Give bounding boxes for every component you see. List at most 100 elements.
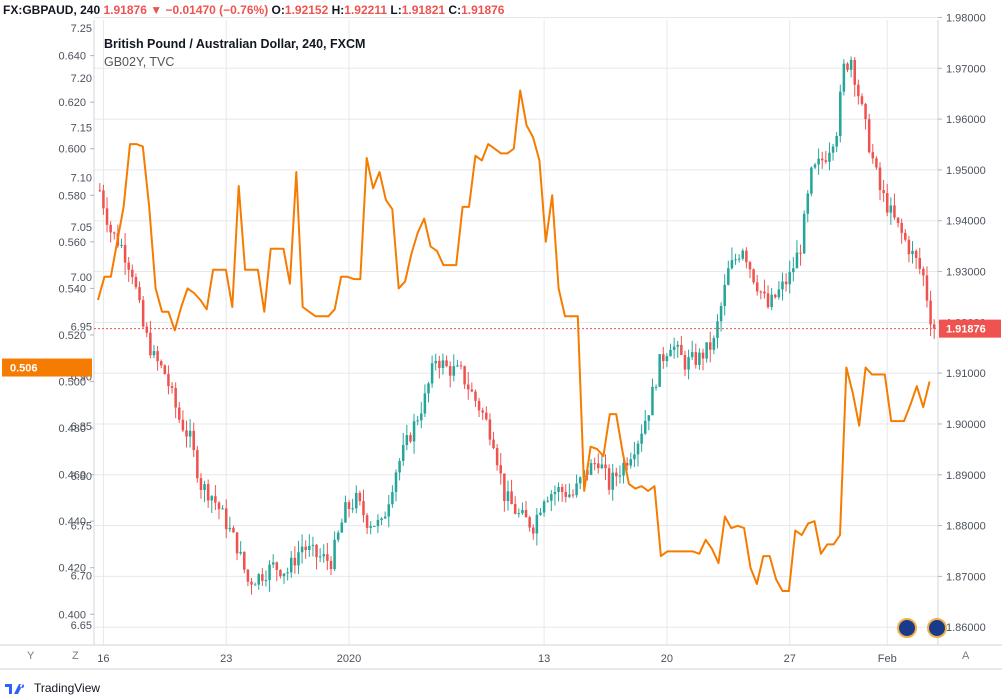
candle-body (889, 205, 893, 213)
left-tick-label: 0.620 (58, 97, 86, 109)
left-tick-label: 0.640 (58, 51, 86, 63)
candle-body (878, 167, 882, 191)
candle-body (365, 515, 369, 528)
candle-body (308, 545, 311, 550)
y-axis-button[interactable]: Y (27, 650, 35, 662)
candle-body (773, 294, 777, 298)
candle-body (687, 357, 690, 370)
candle-body (329, 560, 333, 570)
candle-body (333, 539, 336, 570)
candle-body (156, 351, 159, 362)
brand-name: TradingView (34, 681, 101, 695)
candle-body (669, 349, 672, 357)
candle-body (683, 354, 687, 370)
candle-body (495, 448, 499, 466)
candle-body (748, 262, 752, 270)
last-price-tag-label: 1.91876 (946, 324, 986, 336)
left-y-axis[interactable]: 0.400 0.420 0.440 0.460 0.480 0.500 0.520 0.540… (58, 23, 94, 632)
candle-body (485, 412, 488, 420)
candle-body (127, 262, 130, 270)
mid-scale-label: 7.25 (71, 23, 92, 35)
candle-body (564, 491, 568, 497)
candle-body (853, 59, 856, 85)
candle-body (510, 491, 513, 505)
left-tick-label: 0.440 (58, 516, 86, 528)
candle-body (633, 454, 636, 460)
right-tick-label: 1.91000 (946, 368, 986, 380)
candle-body (643, 420, 647, 434)
candle-body (131, 269, 134, 278)
candle-body (860, 96, 864, 104)
candle-body (629, 459, 633, 466)
close-label: C: (448, 3, 462, 17)
candle-body (727, 268, 730, 285)
candle-body (712, 338, 716, 350)
candle-body (810, 167, 813, 194)
candle-body (557, 486, 560, 493)
auto-scale-button[interactable]: A (962, 650, 970, 662)
candle-body (849, 59, 853, 70)
candle-body (123, 245, 127, 263)
candle-body (394, 472, 398, 493)
candle-body (723, 284, 726, 307)
candle-body (174, 387, 177, 408)
overlay-value-tag (2, 358, 92, 377)
candle-body (813, 164, 817, 168)
candle-body (398, 460, 401, 473)
candle-body (680, 344, 683, 355)
uk-flag-icon[interactable] (927, 618, 947, 638)
candle-body (445, 360, 448, 367)
candle-body (705, 342, 708, 359)
candle-body (528, 517, 531, 528)
candle-body (311, 544, 315, 546)
candle-body (907, 239, 911, 255)
candle-body (282, 573, 286, 577)
mid-scale-label: 6.95 (71, 322, 92, 334)
candle-body (322, 554, 326, 557)
high-value: 1.92211 (344, 3, 388, 17)
candle-body (264, 580, 268, 582)
left-tick-label: 0.600 (58, 144, 86, 156)
mid-scale-label: 6.80 (71, 471, 92, 483)
z-axis-button[interactable]: Z (72, 650, 79, 662)
candle-body (246, 569, 250, 582)
candle-body (690, 352, 694, 358)
candle-body (615, 472, 618, 477)
candle-body (893, 205, 896, 218)
candle-body (134, 277, 138, 288)
candle-body (896, 217, 900, 223)
candle-body (354, 492, 358, 509)
time-axis[interactable]: 16 23 2020 13 20 27 Feb (97, 653, 896, 665)
candle-body (846, 63, 849, 70)
candle-body (904, 232, 907, 240)
candle-body (835, 136, 838, 147)
left-tick-label: 0.540 (58, 283, 86, 295)
candle-body (607, 468, 611, 490)
candle-body (196, 450, 199, 479)
candle-body (340, 522, 344, 533)
mid-scale-label: 6.85 (71, 421, 92, 433)
candle-body (181, 419, 185, 431)
candle-body (416, 420, 419, 422)
left-tick-label: 0.560 (58, 237, 86, 249)
candle-body (477, 400, 481, 411)
candle-body (730, 260, 734, 269)
candle-body (752, 269, 755, 283)
australia-flag-icon[interactable] (897, 618, 917, 638)
right-tick-label: 1.87000 (946, 571, 986, 583)
candle-body (279, 570, 282, 577)
candle-body (492, 439, 495, 449)
candle-body (289, 557, 293, 573)
candle-body (109, 224, 112, 233)
candle-body (141, 300, 145, 327)
candle-body (474, 391, 477, 401)
candle-body (777, 289, 781, 298)
candle-body (578, 477, 582, 484)
down-arrow-icon: ▼ (150, 3, 163, 17)
candle-body (98, 190, 102, 192)
time-tick-label: 13 (538, 653, 550, 665)
candle-body (456, 365, 459, 367)
last-price-tag (939, 319, 1001, 338)
candle-body (293, 557, 297, 566)
